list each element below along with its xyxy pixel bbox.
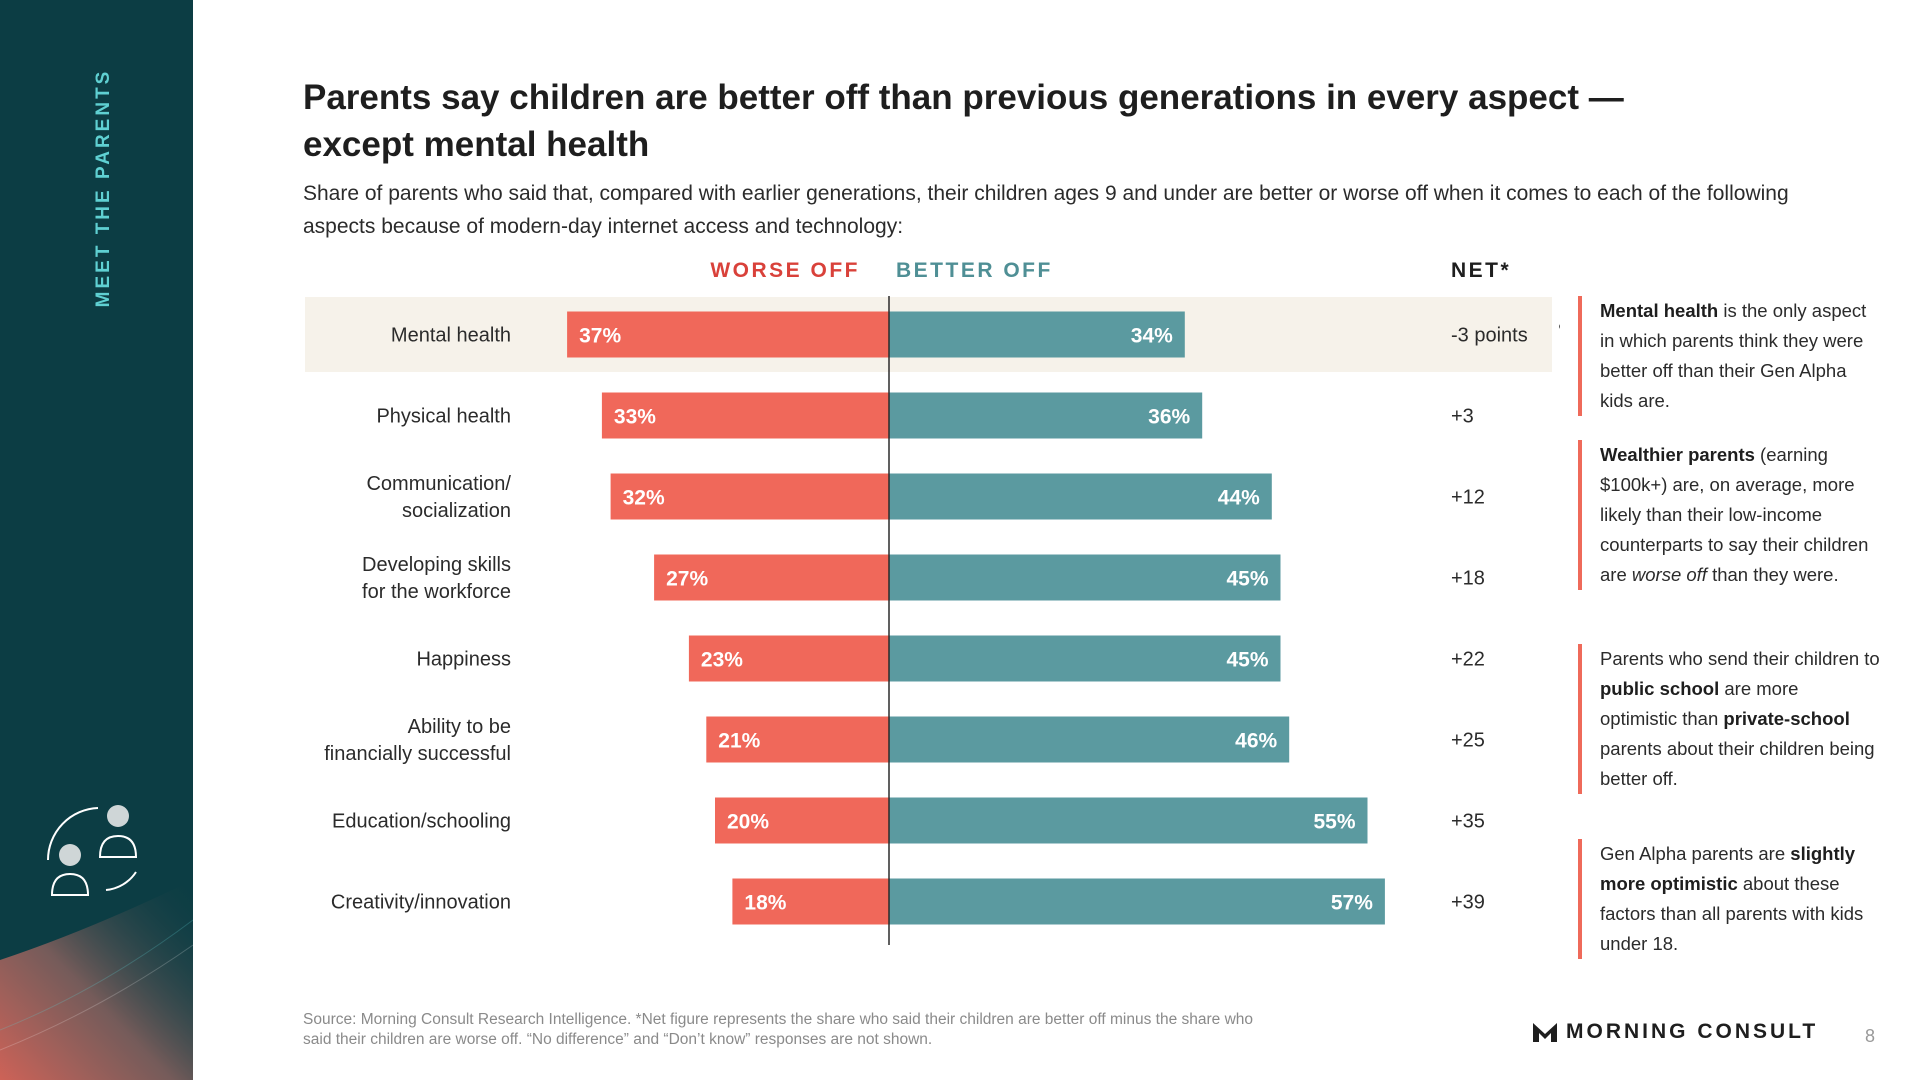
- net-value: +22: [1451, 649, 1485, 671]
- note-text: private-school: [1723, 708, 1850, 729]
- bar-worse-off: [601, 392, 889, 439]
- bar-worse-off: [732, 878, 889, 925]
- note-text: is the only aspect in which parents thin…: [1600, 300, 1867, 411]
- note-text: Parents who send their children to: [1600, 648, 1880, 669]
- category-label-line: Happiness: [416, 649, 511, 671]
- net-value: +12: [1451, 487, 1485, 509]
- category-label-line: Education/schooling: [332, 811, 511, 833]
- net-value: +25: [1451, 730, 1485, 752]
- bar-label-better: 45%: [1226, 649, 1268, 672]
- bar-label-worse: 32%: [623, 487, 665, 510]
- logo-text: MORNING CONSULT: [1566, 1020, 1819, 1043]
- page-number: 8: [1865, 1026, 1876, 1046]
- header-net: NET*: [1451, 259, 1511, 282]
- wave-shape: [0, 880, 193, 1080]
- note-text: public school: [1600, 678, 1720, 699]
- category-label: Mental health: [391, 325, 511, 347]
- bar-label-worse: 18%: [744, 892, 786, 915]
- bar-better-off: [889, 473, 1272, 520]
- page-subtitle: Share of parents who said that, compared…: [303, 182, 1789, 238]
- category-label-line: Physical health: [376, 406, 511, 428]
- note-text: parents about their children being bette…: [1600, 738, 1875, 789]
- header-worse-off: WORSE OFF: [710, 259, 860, 282]
- note-text: slightly more optimistic: [1600, 843, 1856, 894]
- bar-worse-off: [715, 797, 889, 844]
- note-text: worse off: [1631, 564, 1707, 585]
- bar-label-better: 36%: [1148, 406, 1190, 429]
- bar-worse-off: [706, 716, 889, 763]
- category-label: Physical health: [376, 406, 511, 428]
- bar-label-better: 45%: [1226, 568, 1268, 591]
- category-label: Education/schooling: [332, 811, 511, 833]
- bar-label-better: 34%: [1131, 325, 1173, 348]
- category-label: Creativity/innovation: [331, 892, 511, 914]
- note-text: Gen Alpha parents are: [1600, 843, 1791, 864]
- bar-better-off: [889, 797, 1368, 844]
- note-gen-alpha: Gen Alpha parents are slightly more opti…: [1578, 839, 1880, 959]
- category-label-line: financially successful: [324, 743, 511, 765]
- bar-label-worse: 33%: [614, 406, 656, 429]
- net-value: +18: [1451, 568, 1485, 590]
- bar-better-off: [889, 716, 1290, 763]
- bar-label-worse: 21%: [718, 730, 760, 753]
- bar-label-worse: 27%: [666, 568, 708, 591]
- net-value: +3: [1451, 406, 1474, 428]
- category-label: Communication/socialization: [366, 473, 511, 522]
- note-wealthier-parents: Wealthier parents (earning $100k+) are, …: [1578, 440, 1880, 590]
- bar-better-off: [889, 311, 1185, 358]
- bar-label-better: 55%: [1313, 811, 1355, 834]
- callout-dot: [1559, 324, 1560, 329]
- bar-worse-off: [610, 473, 889, 520]
- category-label-line: for the workforce: [362, 581, 511, 603]
- net-value: -3 points: [1451, 325, 1528, 347]
- category-label: Developing skills for the workforce: [362, 554, 511, 603]
- bar-label-better: 57%: [1331, 892, 1373, 915]
- page-title: Parents say children are better off than…: [303, 78, 1624, 164]
- note-mental-health: Mental health is the only aspect in whic…: [1578, 296, 1880, 416]
- category-label: Ability to be financially successful: [324, 716, 511, 765]
- category-label-line: Developing skills: [362, 554, 511, 576]
- note-text: are more optimistic than: [1600, 678, 1799, 729]
- bar-label-worse: 20%: [727, 811, 769, 834]
- people-icon: [47, 805, 138, 896]
- bar-worse-off: [688, 635, 889, 682]
- category-label-line: Mental health: [391, 325, 511, 347]
- net-value: +35: [1451, 811, 1485, 833]
- note-public-school: Parents who send their children to publi…: [1578, 644, 1880, 794]
- bar-better-off: [889, 554, 1281, 601]
- sidebar: MEET THE PARENTS: [0, 0, 193, 1080]
- bar-better-off: [889, 635, 1281, 682]
- sidebar-decoration: [0, 805, 193, 1080]
- category-label-line: Ability to be: [408, 716, 511, 738]
- bar-label-better: 44%: [1218, 487, 1260, 510]
- header-better-off: BETTER OFF: [896, 259, 1053, 282]
- source-note: Source: Morning Consult Research Intelli…: [303, 1011, 1254, 1048]
- bar-label-better: 46%: [1235, 730, 1277, 753]
- bar-worse-off: [567, 311, 889, 358]
- diverging-bar-chart: WORSE OFF BETTER OFF NET* Mental health 37% 3…: [305, 259, 1560, 945]
- net-value: +39: [1451, 892, 1485, 914]
- bar-label-worse: 23%: [701, 649, 743, 672]
- bar-better-off: [889, 878, 1385, 925]
- note-text: (earning $100k+) are, on average, more l…: [1600, 444, 1869, 585]
- bar-label-worse: 37%: [579, 325, 621, 348]
- category-label: Happiness: [416, 649, 511, 671]
- morning-consult-logo: MORNING CONSULT: [1532, 1020, 1818, 1044]
- note-text: than they were.: [1706, 564, 1839, 585]
- category-label-line: Creativity/innovation: [331, 892, 511, 914]
- note-text: Wealthier parents: [1600, 444, 1755, 465]
- note-text: Mental health: [1600, 300, 1719, 321]
- bar-better-off: [889, 392, 1203, 439]
- category-label-line: Communication/: [366, 473, 511, 495]
- bar-worse-off: [654, 554, 889, 601]
- note-text: about these factors than all parents wit…: [1600, 873, 1864, 954]
- logo-mark-icon: [1533, 1023, 1557, 1042]
- category-label-line: socialization: [402, 500, 511, 522]
